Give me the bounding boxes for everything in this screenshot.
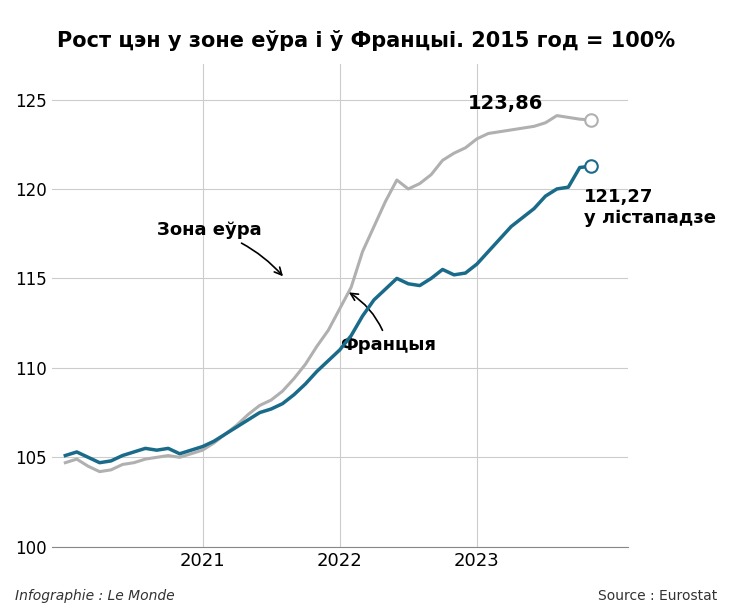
Text: Infographie : Le Monde: Infographie : Le Monde (15, 589, 174, 603)
Text: Рост цэн у зоне еўра і ў Францыі. 2015 год = 100%: Рост цэн у зоне еўра і ў Францыі. 2015 г… (57, 30, 675, 51)
Text: Францыя: Францыя (340, 294, 436, 354)
Text: 123,86: 123,86 (468, 94, 543, 113)
Text: Source : Eurostat: Source : Eurostat (598, 589, 717, 603)
Text: 121,27
у лістападзе: 121,27 у лістападзе (584, 188, 717, 227)
Text: Зона еўра: Зона еўра (157, 221, 282, 275)
